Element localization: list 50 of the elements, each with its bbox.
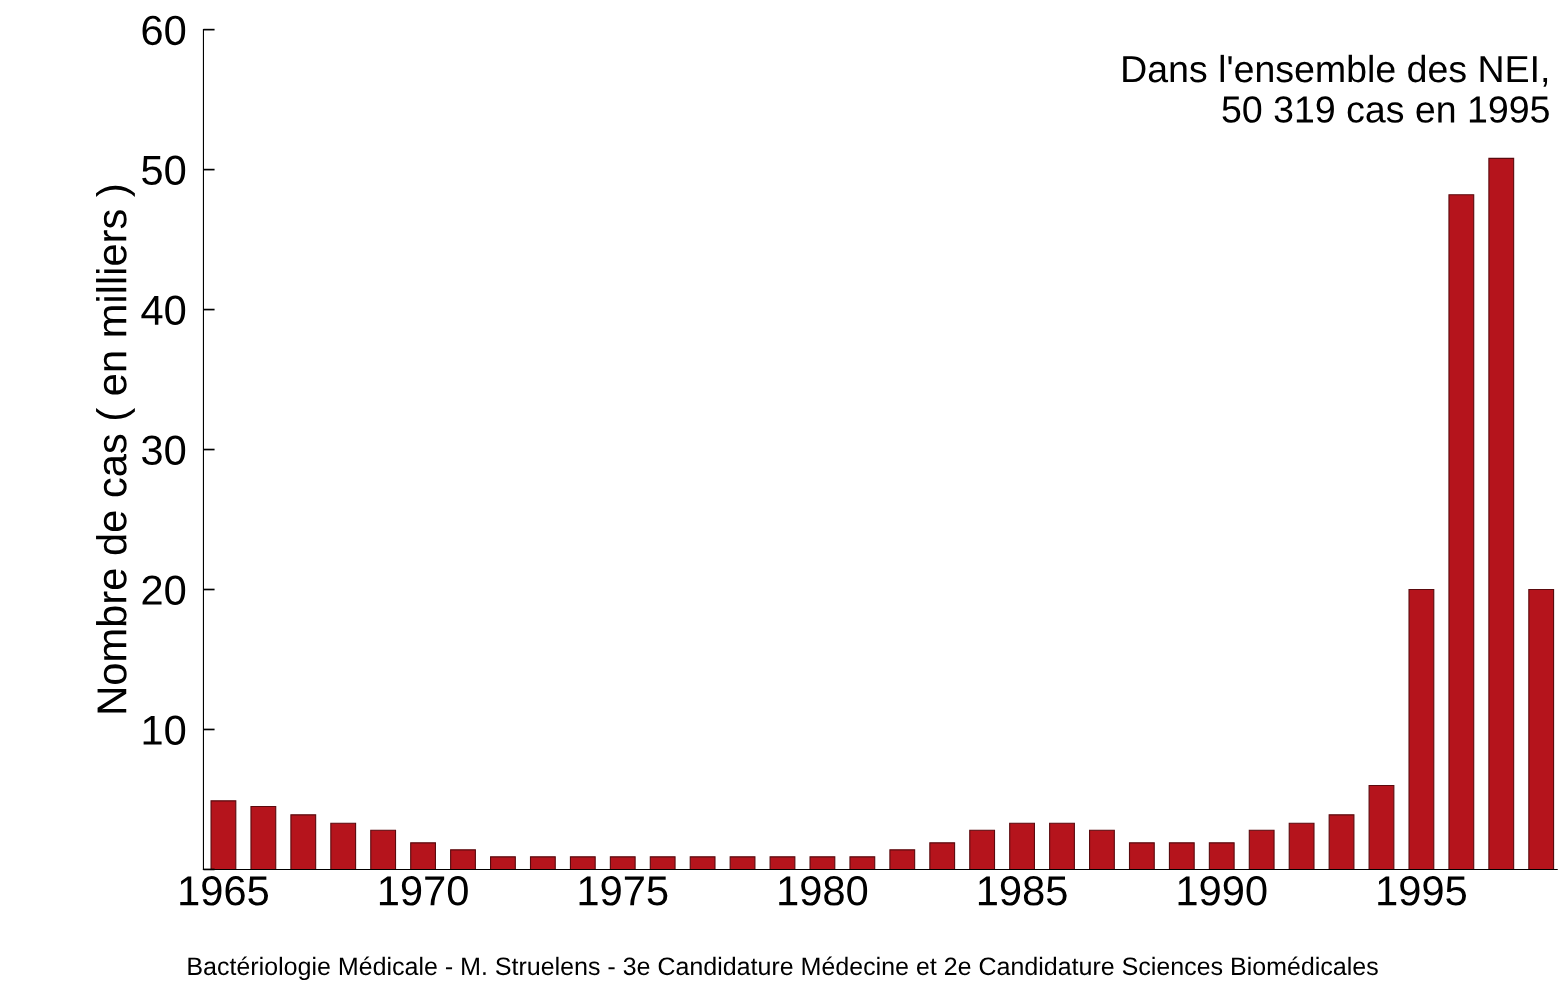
bar xyxy=(370,829,397,870)
bar xyxy=(1128,842,1155,870)
bar xyxy=(210,800,237,870)
y-tick-label: 10 xyxy=(143,715,186,745)
bar xyxy=(250,805,277,870)
y-tick-label: 20 xyxy=(142,575,186,606)
bar xyxy=(290,814,317,870)
x-tick-label: 1985 xyxy=(978,876,1067,906)
bar xyxy=(330,822,357,870)
bar xyxy=(1528,588,1555,870)
x-tick-label: 1970 xyxy=(379,876,468,906)
bar xyxy=(410,842,437,870)
bar xyxy=(1328,814,1355,870)
bar xyxy=(1208,842,1235,870)
bar xyxy=(569,856,596,870)
y-tick-label: 30 xyxy=(142,435,186,466)
bar xyxy=(689,856,716,870)
x-tick-label: 1965 xyxy=(180,876,269,906)
bar xyxy=(1248,829,1275,870)
bar xyxy=(1408,588,1435,870)
y-tick-label: 50 xyxy=(142,155,186,186)
x-tick-label: 1990 xyxy=(1178,876,1267,906)
y-tick-label: 40 xyxy=(141,295,186,326)
bar xyxy=(649,856,676,870)
bar xyxy=(809,856,836,870)
bar xyxy=(729,856,756,870)
bar xyxy=(1488,157,1515,870)
bar xyxy=(450,849,476,870)
bar xyxy=(609,856,636,870)
bar xyxy=(849,856,876,870)
bar xyxy=(769,856,796,870)
bar xyxy=(889,849,916,870)
bar xyxy=(1089,829,1115,870)
y-tick-label: 60 xyxy=(142,15,186,46)
bar xyxy=(490,856,516,870)
bar xyxy=(1288,822,1315,870)
bar xyxy=(529,856,556,870)
y-axis-title: Nombre de cas ( en milliers ) xyxy=(96,185,135,713)
bar xyxy=(1168,842,1195,870)
text: Bactériologie Médicale - M. Struelens - 3e Candidature Médecine et 2e Candidature Sciences Biomédicales xyxy=(188,956,1378,981)
annotation: Dans l'ensemble des NEI, 50 319 cas en 1995 xyxy=(1123,54,1549,123)
bar xyxy=(1009,822,1036,870)
bar xyxy=(1448,194,1475,870)
bar xyxy=(1368,784,1395,870)
x-tick-label: 1995 xyxy=(1378,876,1467,906)
bar xyxy=(1049,822,1075,870)
x-tick-label: 1975 xyxy=(579,876,668,906)
bar xyxy=(969,829,996,870)
bar xyxy=(929,842,956,870)
x-tick-label: 1980 xyxy=(779,876,868,906)
